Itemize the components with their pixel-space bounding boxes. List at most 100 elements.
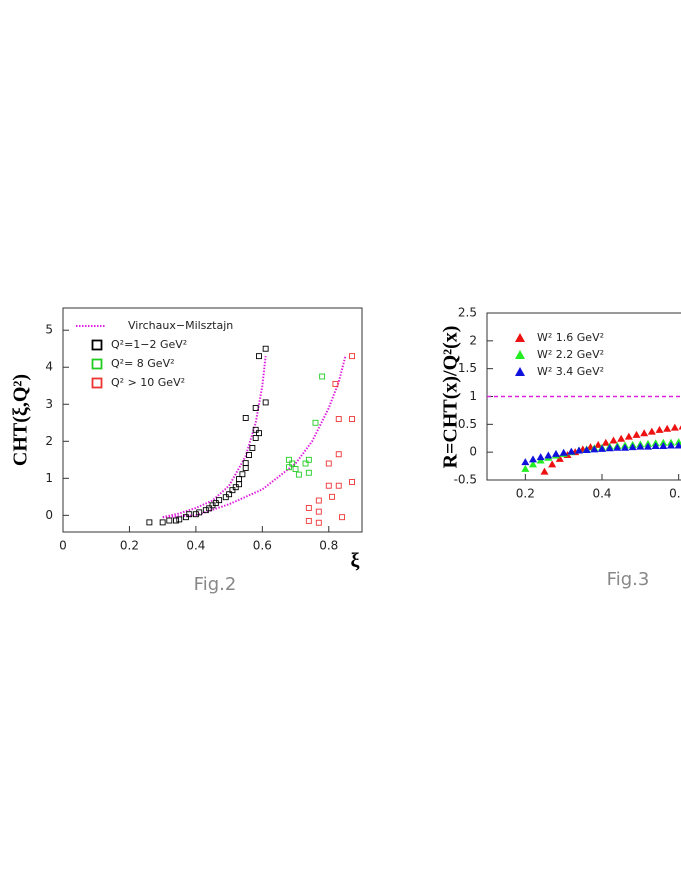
data-point — [302, 460, 309, 467]
x-tick-label: 0.6 — [253, 539, 272, 553]
y-tick-label: 2 — [469, 333, 477, 347]
data-point — [632, 430, 641, 438]
data-point — [655, 425, 664, 433]
data-point — [670, 423, 679, 431]
legend-swatch — [91, 358, 103, 370]
data-point — [644, 442, 652, 450]
data-point — [305, 456, 312, 463]
data-point — [146, 519, 153, 526]
data-point — [249, 445, 256, 451]
data-point — [536, 453, 545, 461]
data-point — [640, 429, 649, 437]
data-point — [252, 405, 259, 411]
data-point — [559, 448, 568, 456]
data-point — [173, 517, 179, 524]
legend-label: Q²= 8 GeV² — [111, 357, 175, 370]
data-point — [226, 491, 233, 498]
y-tick-label: 3 — [45, 397, 53, 411]
x-tick-label: 0.4 — [186, 539, 205, 553]
legend-swatch — [91, 339, 103, 351]
y-tick-label: 1 — [469, 389, 477, 403]
data-point — [236, 476, 243, 483]
data-point — [242, 415, 249, 421]
data-point — [521, 464, 530, 472]
data-point — [312, 419, 319, 426]
y-tick-label: 1 — [45, 471, 53, 485]
data-point — [305, 517, 312, 524]
legend-swatch — [515, 350, 525, 359]
data-point — [605, 444, 614, 452]
curve — [162, 355, 347, 519]
data-point — [335, 482, 342, 489]
data-point — [590, 445, 599, 453]
x-tick-label: 0.2 — [516, 487, 535, 501]
data-point — [285, 464, 292, 471]
data-point — [349, 479, 355, 485]
legend-label: Q²=1−2 GeV² — [111, 338, 187, 351]
data-point — [239, 471, 246, 478]
legend-swatch — [91, 377, 103, 389]
data-point — [222, 494, 229, 501]
data-point — [544, 451, 553, 459]
data-point — [349, 353, 355, 360]
data-point — [285, 456, 292, 463]
data-point — [192, 511, 199, 518]
legend-label: W² 1.6 GeV² — [537, 331, 604, 344]
data-point — [246, 452, 252, 458]
data-point — [295, 471, 302, 478]
y-tick-label: 2.5 — [458, 306, 477, 320]
data-point — [212, 500, 219, 507]
data-point — [256, 430, 262, 437]
data-point — [305, 504, 312, 511]
legend-label: W² 2.2 GeV² — [537, 348, 604, 361]
data-point — [229, 487, 236, 494]
data-point — [613, 443, 622, 451]
data-point — [601, 438, 610, 446]
data-point — [659, 442, 668, 450]
data-point — [159, 519, 166, 526]
x-tick-label: 0.4 — [592, 487, 611, 501]
data-point — [232, 484, 239, 491]
x-tick-label: 0.6 — [669, 487, 681, 501]
data-point — [319, 373, 326, 380]
data-point — [202, 507, 209, 514]
y-axis-label: CHT(ξ,Q²) — [10, 374, 32, 466]
data-point — [216, 497, 223, 504]
data-point — [292, 466, 299, 473]
x-tick-label: 0.2 — [120, 539, 139, 553]
data-point — [349, 416, 355, 423]
figure-caption: Fig.3 — [607, 569, 650, 590]
data-point — [567, 447, 576, 455]
y-tick-label: 0 — [45, 508, 53, 522]
data-point — [339, 514, 346, 521]
data-point — [335, 416, 342, 423]
data-point — [305, 469, 312, 476]
data-point — [552, 449, 560, 457]
data-point — [335, 451, 342, 458]
data-point — [529, 460, 537, 468]
data-point — [289, 460, 296, 467]
y-tick-label: 1.5 — [458, 361, 477, 375]
data-point — [678, 425, 681, 430]
data-point — [242, 460, 249, 467]
y-tick-label: 0 — [469, 445, 477, 459]
data-point — [262, 345, 269, 352]
data-point — [647, 427, 656, 435]
y-axis-label: R=CHT(x)/Q²(x) — [440, 326, 462, 469]
data-point — [636, 442, 645, 450]
data-point — [252, 435, 259, 441]
legend-swatch — [515, 333, 525, 342]
legend-label: Q² > 10 GeV² — [111, 376, 185, 389]
plot-frame — [62, 307, 363, 533]
x-axis-label: ξ — [351, 550, 360, 572]
x-tick-label: 0.8 — [319, 539, 338, 553]
data-point — [332, 380, 339, 387]
figure-caption: Fig.2 — [194, 574, 237, 595]
data-point — [582, 445, 591, 453]
data-point — [663, 424, 672, 432]
data-point — [196, 509, 203, 516]
data-point — [598, 444, 606, 452]
data-point — [182, 514, 189, 521]
data-point — [262, 399, 269, 406]
